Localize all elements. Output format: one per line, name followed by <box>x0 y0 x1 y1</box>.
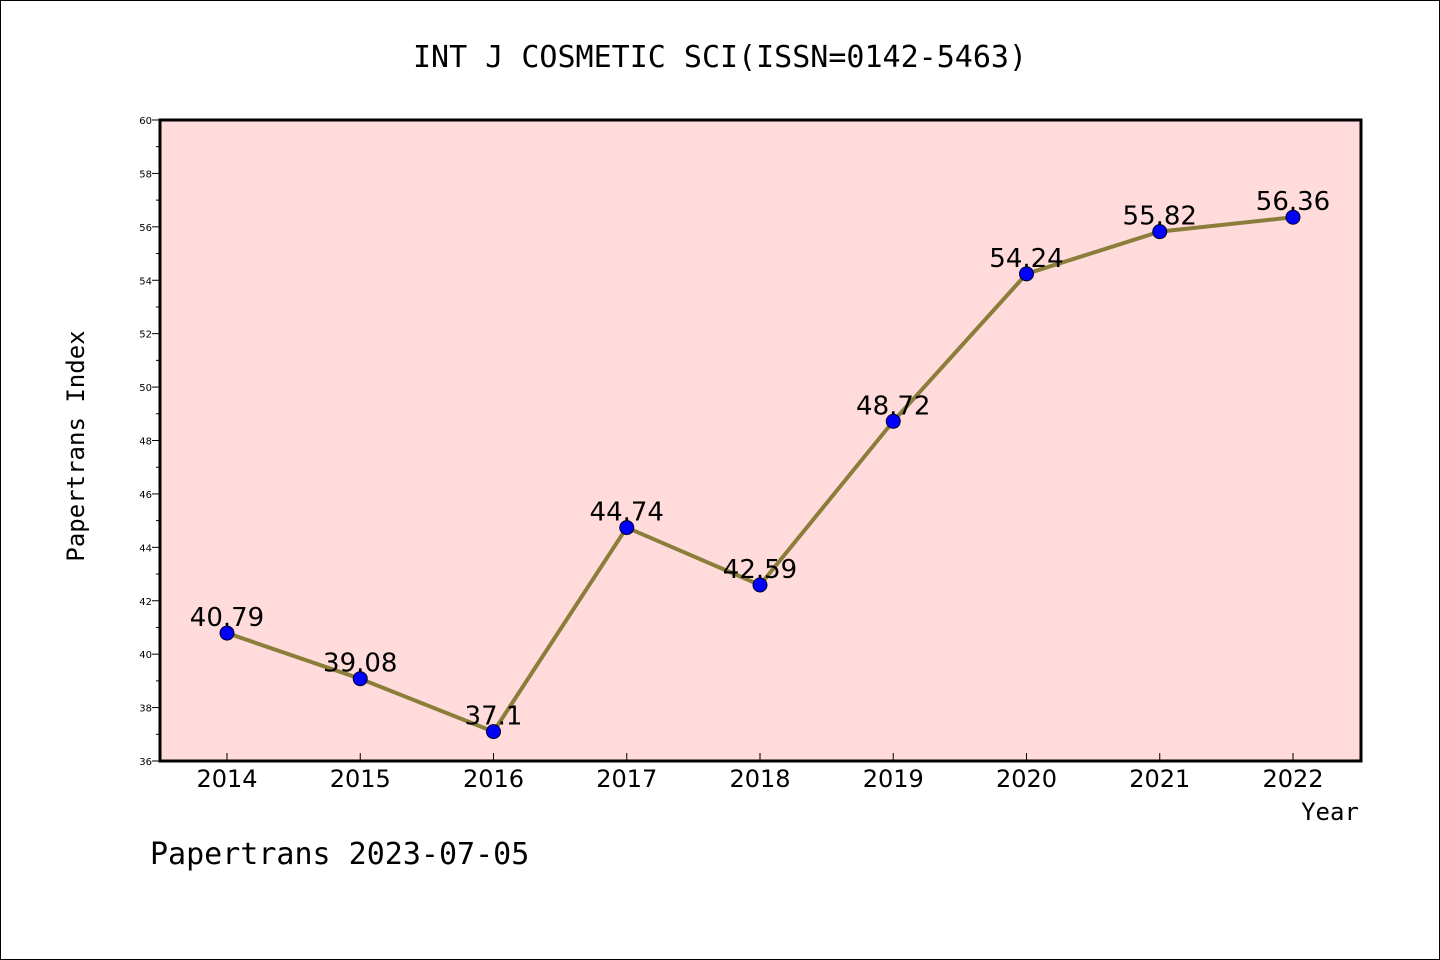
data-point <box>219 625 235 641</box>
x-tick-label: 2022 <box>1262 765 1323 793</box>
y-tick-label: 52 <box>139 330 152 341</box>
x-tick-label: 2020 <box>996 765 1057 793</box>
x-axis-label: Year <box>1301 798 1359 826</box>
x-tick-label: 2018 <box>729 765 790 793</box>
data-labels: 40.79 39.08 37.1 44.74 42.59 48.72 54.24 55.82 5… <box>190 187 1330 731</box>
y-tick-label: 40 <box>139 650 152 661</box>
y-tick-label: 38 <box>139 704 152 715</box>
y-axis-label: Papertrans Index <box>62 330 90 561</box>
data-label: 40.79 <box>190 603 264 633</box>
x-tick-label: 2019 <box>863 765 924 793</box>
y-tick-label: 48 <box>139 437 152 448</box>
data-label: 42.59 <box>723 555 797 585</box>
data-markers <box>219 209 1301 740</box>
data-point <box>486 724 501 740</box>
y-tick-label: 60 <box>139 116 152 127</box>
data-point <box>352 671 368 687</box>
x-tick-label: 2016 <box>463 765 524 793</box>
x-tick-label: 2014 <box>196 765 257 793</box>
chart-title: INT J COSMETIC SCI(ISSN=0142-5463) <box>413 40 1027 75</box>
footer-text: Papertrans 2023-07-05 <box>150 837 529 872</box>
plot-border <box>158 118 1363 763</box>
data-point <box>1285 209 1301 225</box>
y-tick-label: 46 <box>139 490 152 501</box>
data-point <box>752 577 768 593</box>
x-tick-label: 2017 <box>596 765 657 793</box>
data-label: 56.36 <box>1256 187 1330 217</box>
data-label: 39.08 <box>323 649 397 679</box>
y-tick-label: 44 <box>139 543 152 554</box>
y-tick-label: 50 <box>139 383 152 394</box>
data-label: 54.24 <box>989 244 1063 274</box>
data-point <box>1152 224 1168 240</box>
data-point <box>1019 266 1034 282</box>
x-axis: 2014 2015 2016 2017 2018 2019 2020 2021 2022 <box>196 753 1324 793</box>
data-point <box>619 520 635 536</box>
data-label: 55.82 <box>1123 202 1197 232</box>
data-label: 48.72 <box>856 391 930 421</box>
y-tick-label: 36 <box>139 757 152 768</box>
y-tick-label: 42 <box>139 597 152 608</box>
data-label: 37.1 <box>465 702 523 732</box>
x-tick-label: 2021 <box>1129 765 1190 793</box>
y-tick-label: 54 <box>139 276 152 287</box>
x-tick-label: 2015 <box>330 765 391 793</box>
y-tick-label: 58 <box>139 169 152 180</box>
y-tick-label: 56 <box>139 223 152 234</box>
data-label: 44.74 <box>590 498 664 528</box>
y-axis: 36 38 40 42 44 46 48 50 52 54 56 58 60 <box>139 116 160 768</box>
data-point <box>885 413 901 429</box>
